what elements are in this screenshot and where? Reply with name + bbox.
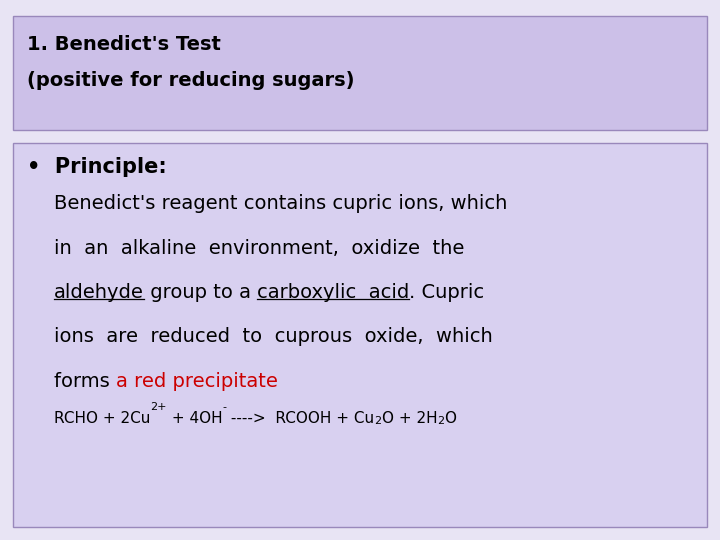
Text: aldehyde: aldehyde — [54, 283, 144, 302]
Text: RCHO + 2Cu: RCHO + 2Cu — [54, 411, 150, 427]
Text: O + 2H: O + 2H — [382, 411, 437, 427]
Text: Benedict's reagent contains cupric ions, which: Benedict's reagent contains cupric ions,… — [54, 194, 508, 213]
Text: 2: 2 — [437, 416, 444, 426]
Text: -: - — [222, 402, 227, 411]
Text: in  an  alkaline  environment,  oxidize  the: in an alkaline environment, oxidize the — [54, 239, 464, 258]
Bar — [13, 143, 707, 526]
Text: O: O — [444, 411, 456, 427]
Text: (positive for reducing sugars): (positive for reducing sugars) — [27, 71, 355, 90]
Bar — [13, 16, 707, 130]
Text: •  Principle:: • Principle: — [27, 157, 167, 177]
Text: 2+: 2+ — [150, 402, 167, 411]
Text: ions  are  reduced  to  cuprous  oxide,  which: ions are reduced to cuprous oxide, which — [54, 327, 492, 346]
Text: group to a: group to a — [144, 283, 257, 302]
Text: forms: forms — [54, 372, 116, 390]
Text: carboxylic  acid: carboxylic acid — [257, 283, 410, 302]
Text: a red precipitate: a red precipitate — [116, 372, 278, 390]
Text: 2: 2 — [374, 416, 382, 426]
Text: . Cupric: . Cupric — [410, 283, 485, 302]
Text: ---->  RCOOH + Cu: ----> RCOOH + Cu — [227, 411, 374, 427]
Text: + 4OH: + 4OH — [167, 411, 222, 427]
Text: 1. Benedict's Test: 1. Benedict's Test — [27, 35, 221, 54]
